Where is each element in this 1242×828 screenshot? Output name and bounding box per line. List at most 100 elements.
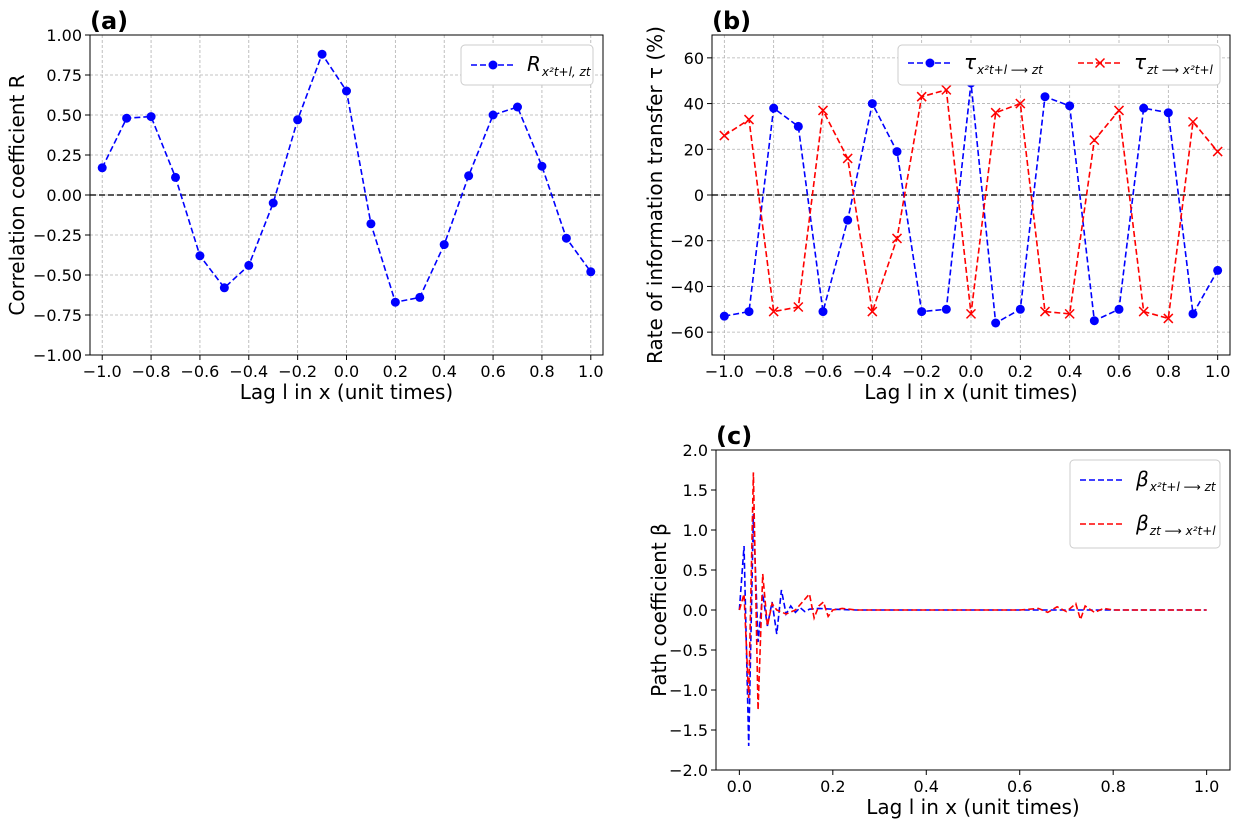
series-line [738, 513, 1207, 747]
x-axis-label: Lag l in x (unit times) [240, 380, 453, 404]
data-point [867, 99, 877, 109]
x-tick-label: −0.2 [278, 362, 317, 381]
data-point [1039, 306, 1051, 317]
data-point [390, 297, 400, 307]
data-point [1212, 146, 1223, 157]
y-tick-label: 0.50 [46, 106, 82, 125]
x-tick-label: 0.8 [1156, 362, 1181, 381]
x-tick-label: −0.8 [754, 362, 793, 381]
data-point [439, 240, 449, 250]
data-point [1187, 116, 1199, 127]
x-tick-label: 0.8 [1100, 777, 1125, 796]
data-point [488, 110, 498, 120]
data-point [146, 112, 156, 122]
data-point [768, 306, 779, 317]
y-tick-label: 1.5 [683, 481, 708, 500]
data-point [1089, 316, 1099, 326]
y-tick-label: 1.00 [46, 26, 82, 45]
data-point [719, 130, 730, 141]
legend-label: τzt ⟶ x²t+l [1134, 50, 1214, 77]
data-point [1089, 135, 1100, 146]
legend-label: βx²t+l ⟶ zt [1135, 467, 1217, 494]
y-tick-label: 1.0 [683, 521, 708, 540]
y-tick-label: 40 [684, 95, 704, 114]
y-tick-label: 0.0 [683, 601, 708, 620]
x-tick-label: 0.4 [431, 362, 456, 381]
y-tick-label: 0.5 [683, 561, 708, 580]
data-point [965, 308, 977, 319]
y-tick-label: −0.50 [33, 266, 82, 285]
data-point [917, 307, 927, 317]
data-point [843, 215, 853, 225]
data-point [990, 107, 1001, 118]
y-axis-label: Correlation coefficient R [5, 74, 29, 315]
x-axis-label: Lag l in x (unit times) [866, 795, 1079, 819]
data-point [1213, 265, 1223, 275]
data-point [1139, 103, 1149, 113]
data-point [743, 114, 755, 125]
x-tick-label: 0.2 [820, 777, 845, 796]
data-point [586, 267, 596, 277]
y-axis-label: Rate of information transfer τ (%) [643, 26, 667, 364]
panel-label: (b) [712, 7, 751, 35]
data-point [1138, 306, 1149, 317]
data-point [818, 307, 828, 317]
data-point [1040, 92, 1050, 102]
legend-marker [1094, 57, 1106, 69]
legend: τx²t+l ⟶ zt τzt ⟶ x²t+l [897, 44, 1221, 86]
y-tick-label: −1.5 [669, 721, 708, 740]
panel-b: −1.0 −0.8 −0.6 −0.4 −0.2 0.0 0.2 0.4 0.6 0.8 1.0 −6… [643, 7, 1231, 404]
data-point [1163, 108, 1173, 118]
y-tick-label: −0.75 [33, 306, 82, 325]
data-point [793, 121, 803, 131]
data-point [342, 86, 351, 96]
data-point [991, 318, 1001, 328]
data-point [171, 172, 180, 182]
y-tick-label: −20 [670, 232, 704, 251]
data-point [268, 198, 278, 208]
legend-marker [488, 60, 498, 70]
series-2 [738, 472, 1207, 711]
x-tick-label: −0.4 [853, 362, 892, 381]
data-point [561, 233, 571, 243]
legend-frame [897, 44, 1221, 86]
data-point [941, 84, 952, 95]
y-tick-label: 0.00 [46, 186, 82, 205]
panel-a: −1.0 −0.8 −0.6 −0.4 −0.2 0.0 0.2 0.4 0.6 0.8 1.0 −1… [5, 7, 604, 404]
data-point [366, 219, 376, 229]
x-tick-label: −0.6 [180, 362, 219, 381]
legend-label: βzt ⟶ x²t+l [1135, 511, 1216, 538]
data-point [817, 105, 829, 116]
y-tick-label: 0.25 [46, 146, 82, 165]
x-tick-label: 0.6 [1007, 777, 1032, 796]
legend: Rx²t+l, zt [460, 44, 594, 86]
legend-frame [460, 44, 594, 86]
legend: βx²t+l ⟶ zt βzt ⟶ x²t+l [1069, 459, 1221, 549]
data-point [244, 260, 254, 270]
data-point [842, 153, 853, 164]
x-tick-label: −1.0 [705, 362, 744, 381]
data-point [513, 102, 522, 112]
series-2 [719, 84, 1223, 324]
data-point [1163, 313, 1174, 324]
data-point [1114, 304, 1124, 314]
y-tick-label: −0.25 [33, 226, 82, 245]
x-tick-label: 0.8 [529, 362, 554, 381]
y-tick-label: −2.0 [669, 761, 708, 780]
data-point [916, 91, 927, 102]
x-tick-label: 0.2 [383, 362, 408, 381]
panel-c: 0.0 0.2 0.4 0.6 0.8 1.0 −2.0 −1.5 −1.0 −0.5 0.0 0.5… [647, 422, 1231, 819]
data-point [891, 233, 903, 244]
x-tick-label: 1.0 [578, 362, 603, 381]
data-point [1113, 105, 1125, 116]
data-point [1065, 101, 1075, 111]
y-tick-label: 60 [684, 49, 704, 68]
y-tick-label: −0.5 [669, 641, 708, 660]
y-tick-label: −60 [670, 323, 704, 342]
data-point [537, 161, 547, 171]
y-tick-label: −40 [670, 277, 704, 296]
series-1 [738, 513, 1207, 747]
x-tick-label: −0.4 [229, 362, 268, 381]
x-tick-label: 1.0 [1205, 362, 1230, 381]
